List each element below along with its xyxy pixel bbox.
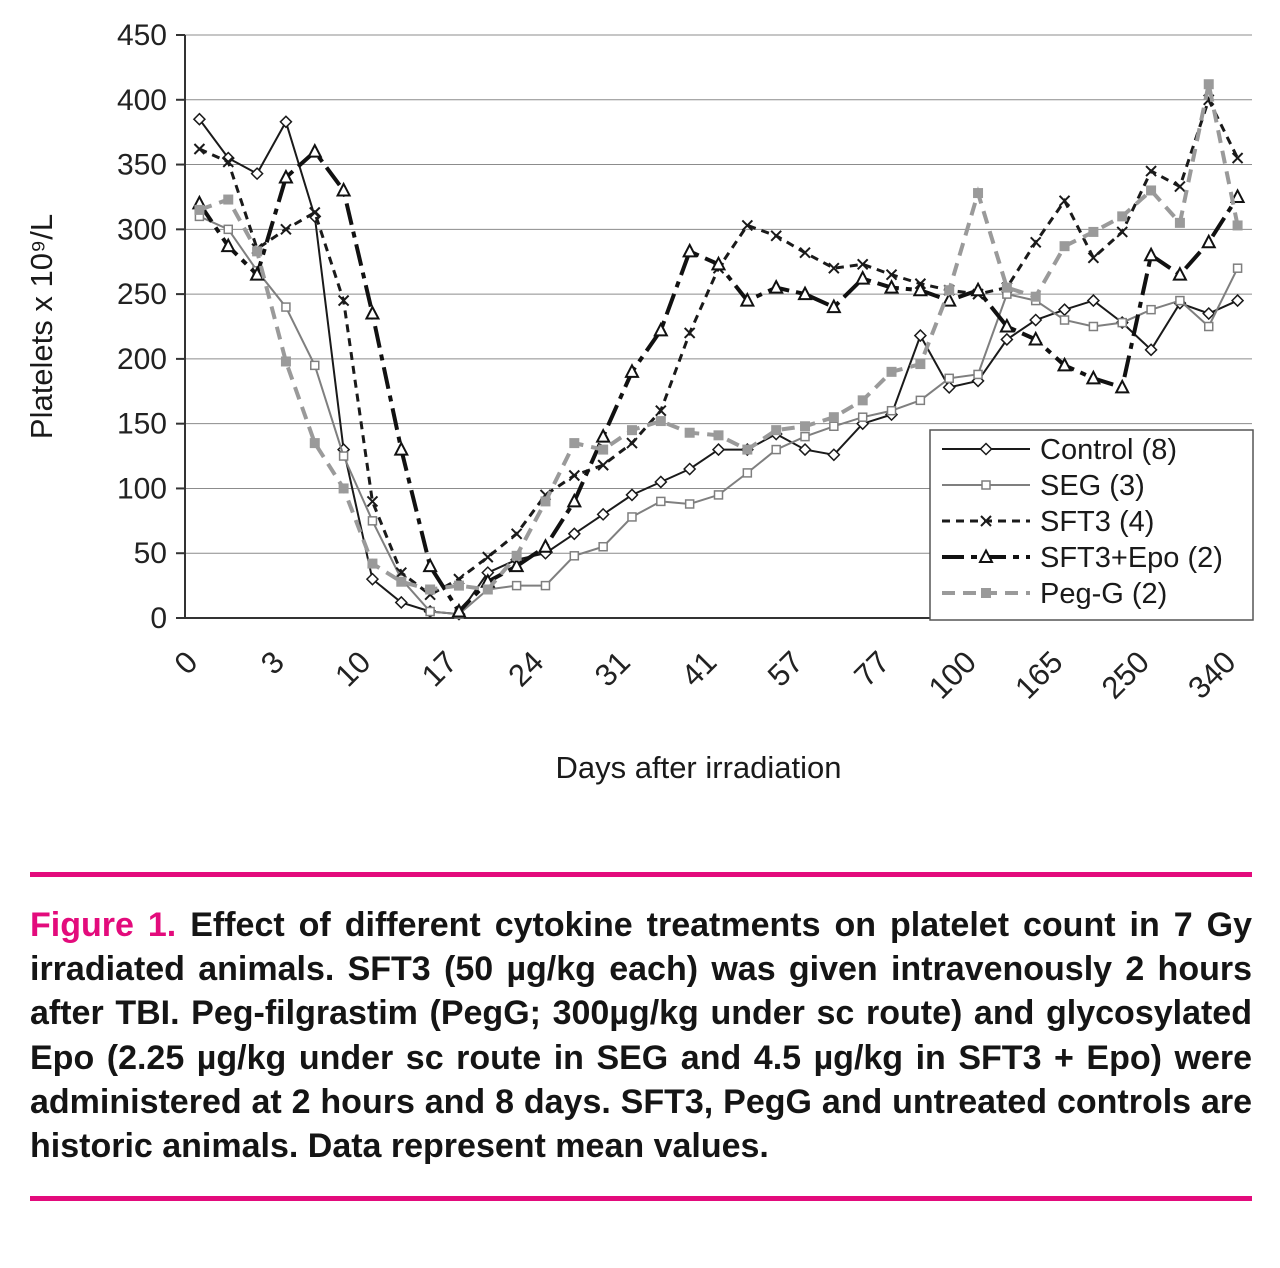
svg-text:300: 300 xyxy=(117,213,167,246)
svg-text:0: 0 xyxy=(150,602,167,635)
legend-label-peg-g-2: Peg-G (2) xyxy=(1040,578,1167,610)
figure-caption-text: Effect of different cytokine treatments … xyxy=(30,906,1252,1165)
x-axis-tick-labels: 0 3 10 17 24 31 41 57 77 100 165 250 340 xyxy=(167,644,1242,705)
series-markers-sft3-epo-2 xyxy=(191,142,1246,618)
series-sft3-epo-2 xyxy=(191,142,1246,618)
svg-text:41: 41 xyxy=(674,644,723,693)
svg-text:350: 350 xyxy=(117,149,167,182)
series-seg-3 xyxy=(194,211,1243,619)
legend-row-peg-g-2: Peg-G (2) xyxy=(942,578,1167,610)
legend-label-sft3-epo-2: SFT3+Epo (2) xyxy=(1040,542,1223,574)
chart-canvas: 0 50 100 150 200 250 300 350 400 450 0 3 10 17 24 31 41 5… xyxy=(24,19,1254,785)
series-markers-seg-3 xyxy=(194,211,1243,619)
svg-text:340: 340 xyxy=(1181,644,1242,705)
svg-text:24: 24 xyxy=(501,644,550,693)
legend-label-seg-3: SEG (3) xyxy=(1040,470,1145,502)
svg-text:77: 77 xyxy=(847,644,896,693)
svg-text:100: 100 xyxy=(922,644,983,705)
caption-bottom-rule xyxy=(30,1196,1252,1202)
svg-text:50: 50 xyxy=(134,537,167,570)
svg-text:57: 57 xyxy=(761,644,810,693)
series-peg-g-2 xyxy=(194,79,1243,595)
y-axis-title: Platelets x 10⁹/L xyxy=(24,214,59,439)
legend-row-seg-3: SEG (3) xyxy=(942,470,1145,502)
caption-top-rule xyxy=(30,872,1252,877)
legend-row-sft3-4: SFT3 (4) xyxy=(942,506,1154,538)
svg-text:250: 250 xyxy=(117,278,167,311)
figure-caption: Figure 1. Effect of different cytokine t… xyxy=(30,903,1252,1168)
caption-block: Figure 1. Effect of different cytokine t… xyxy=(30,872,1252,1202)
legend-label-sft3-4: SFT3 (4) xyxy=(1040,506,1154,538)
svg-text:3: 3 xyxy=(254,644,291,681)
svg-text:31: 31 xyxy=(588,644,637,693)
svg-text:10: 10 xyxy=(328,644,377,693)
svg-text:17: 17 xyxy=(415,644,464,693)
legend-label-control-8: Control (8) xyxy=(1040,434,1177,466)
series-markers-peg-g-2 xyxy=(194,79,1243,595)
svg-text:150: 150 xyxy=(117,408,167,441)
svg-text:165: 165 xyxy=(1008,644,1069,705)
platelet-chart: 0 50 100 150 200 250 300 350 400 450 0 3 10 17 24 31 41 5… xyxy=(24,19,1254,785)
legend: Control (8) SEG (3) SFT3 (4) SFT3+Epo (2) Pe… xyxy=(929,429,1254,621)
svg-text:200: 200 xyxy=(117,343,167,376)
legend-row-sft3-epo-2: SFT3+Epo (2) xyxy=(942,542,1223,574)
y-axis-tick-labels: 0 50 100 150 200 250 300 350 400 450 xyxy=(117,19,167,635)
figure-label: Figure 1. xyxy=(30,906,177,944)
svg-text:450: 450 xyxy=(117,19,167,52)
svg-text:250: 250 xyxy=(1095,644,1156,705)
legend-row-control-8: Control (8) xyxy=(942,434,1177,466)
svg-text:0: 0 xyxy=(167,644,204,681)
svg-text:400: 400 xyxy=(117,84,167,117)
svg-text:100: 100 xyxy=(117,472,167,505)
x-axis-title: Days after irradiation xyxy=(555,750,841,785)
